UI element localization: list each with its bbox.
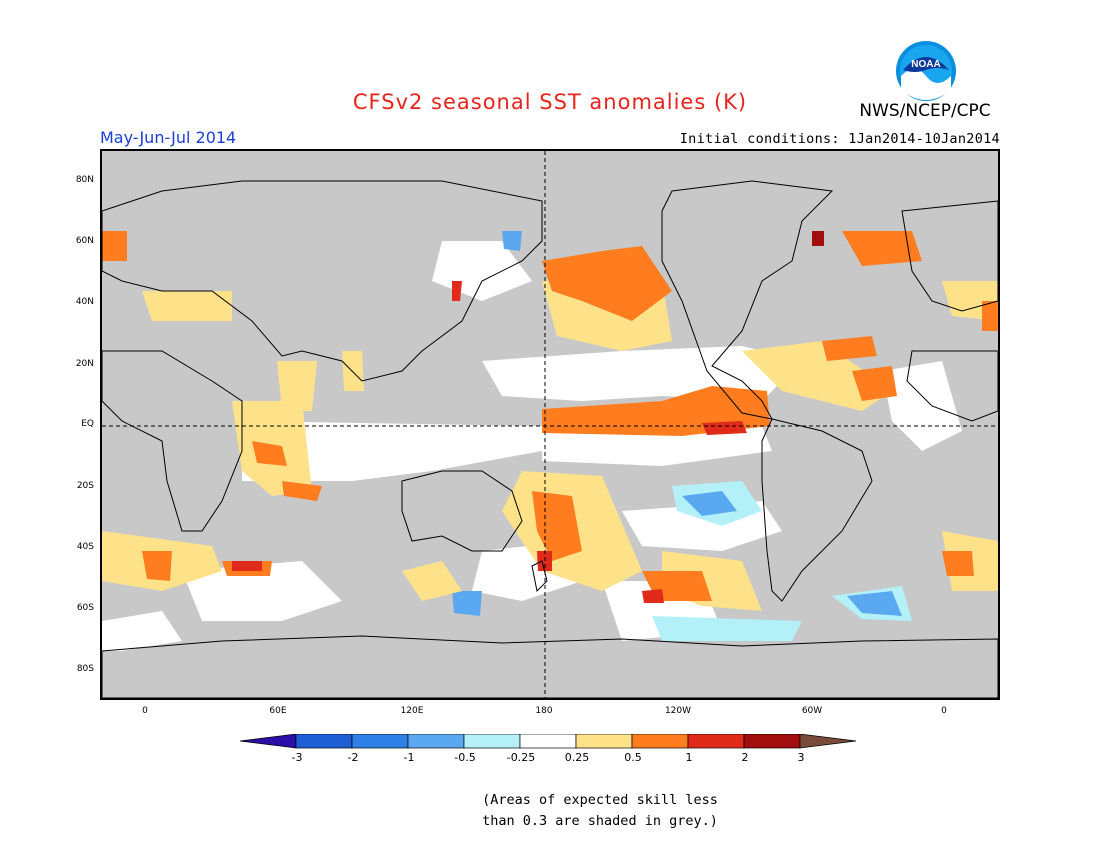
colorbar-segment xyxy=(239,733,297,749)
lat-label: 80N xyxy=(75,175,94,185)
colorbar-segment xyxy=(631,733,689,749)
forecast-period: May-Jun-Jul 2014 xyxy=(100,128,237,147)
skill-note-line: than 0.3 are shaded in grey.) xyxy=(482,813,718,829)
lat-label: 40N xyxy=(75,297,94,307)
lon-label: 60W xyxy=(801,706,823,716)
colorbar xyxy=(239,733,862,754)
colorbar-tick-label: -2 xyxy=(347,751,359,764)
noaa-logo-text: NOAA xyxy=(911,59,940,70)
colorbar-tick-label: 0.5 xyxy=(624,751,642,764)
colorbar-segment xyxy=(351,733,409,749)
colorbar-segment xyxy=(407,733,465,749)
colorbar-tick-label: -3 xyxy=(291,751,303,764)
map-title: CFSv2 seasonal SST anomalies (K) xyxy=(352,90,748,114)
colorbar-segment xyxy=(687,733,745,749)
sst-anomaly-map xyxy=(100,149,1000,700)
lat-label: 40S xyxy=(76,542,94,552)
colorbar-tick-label: 3 xyxy=(797,751,805,764)
lon-label: 60E xyxy=(269,706,287,716)
colorbar-tick-label: -0.25 xyxy=(506,751,536,764)
colorbar-tick-label: 0.25 xyxy=(564,751,590,764)
negative-anomaly-regions xyxy=(452,231,912,641)
colorbar-tick-label: -0.5 xyxy=(454,751,476,764)
lon-label: 0 xyxy=(142,706,148,716)
very-strong-positive-anomaly-regions xyxy=(812,231,824,246)
colorbar-tick-label: 2 xyxy=(741,751,749,764)
colorbar-segment xyxy=(799,733,857,749)
colorbar-tick-label: 1 xyxy=(685,751,693,764)
noaa-logo: NOAA xyxy=(895,40,957,102)
lat-label: 60N xyxy=(75,236,94,246)
colorbar-segment xyxy=(463,733,521,749)
lon-label: 0 xyxy=(941,706,947,716)
colorbar-segment xyxy=(743,733,801,749)
colorbar-segment xyxy=(295,733,353,749)
colorbar-segment xyxy=(519,733,577,749)
colorbar-tick-label: -1 xyxy=(403,751,415,764)
lon-label: 120E xyxy=(400,706,424,716)
lon-label: 180 xyxy=(535,706,553,716)
strong-positive-anomaly-regions xyxy=(232,281,747,603)
skill-note-line: (Areas of expected skill less xyxy=(482,792,718,808)
lat-label: 80S xyxy=(76,664,94,674)
lat-label: 60S xyxy=(76,603,94,613)
skill-note: (Areas of expected skill less than 0.3 a… xyxy=(420,790,780,832)
lat-label: 20N xyxy=(75,359,94,369)
colorbar-segment xyxy=(575,733,633,749)
continent-outlines xyxy=(102,180,998,698)
lat-label: EQ xyxy=(81,419,94,429)
lon-label: 120W xyxy=(664,706,692,716)
initial-conditions: Initial conditions: 1Jan2014-10Jan2014 xyxy=(679,131,1000,147)
agency-label: NWS/NCEP/CPC xyxy=(859,101,991,121)
lat-label: 20S xyxy=(76,481,94,491)
